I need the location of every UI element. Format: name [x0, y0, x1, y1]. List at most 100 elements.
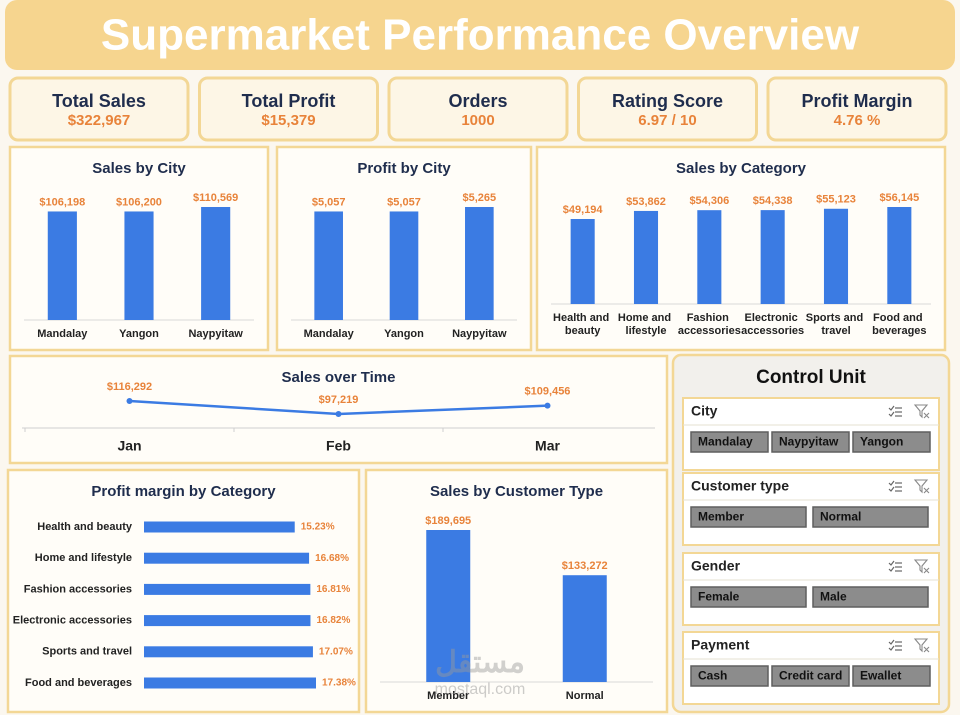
slicer-item[interactable]: Mandalay: [698, 435, 753, 449]
x-tick-label: Fashion accessories: [678, 312, 741, 337]
slicer-item[interactable]: Ewallet: [860, 669, 901, 683]
multiselect-icon[interactable]: [888, 480, 902, 492]
multiselect-icon[interactable]: [888, 560, 902, 572]
kpi-value: 1000: [461, 112, 494, 129]
slicer-button[interactable]: [852, 431, 931, 453]
bar: [562, 575, 607, 682]
y-tick-label: Home and lifestyle: [35, 552, 132, 564]
data-label: 16.68%: [315, 553, 349, 564]
data-label: $49,194: [563, 204, 604, 216]
x-tick-label: Food and beverages: [872, 312, 926, 337]
kpi-label: Total Sales: [52, 91, 146, 111]
title-banner: [5, 0, 955, 70]
kpi-card: [8, 76, 190, 142]
x-tick-label: Normal: [566, 690, 604, 702]
x-tick-label: Member: [427, 690, 470, 702]
x-tick-label: Feb: [326, 438, 351, 454]
x-tick-label: Yangon: [119, 328, 159, 340]
kpi-card: [766, 76, 948, 142]
data-label: $56,145: [879, 192, 919, 204]
x-tick-label: Home and lifestyle: [618, 312, 674, 337]
slicer-button[interactable]: [690, 431, 769, 453]
slicer-item[interactable]: Male: [820, 590, 847, 604]
kpi-value: $15,379: [261, 112, 315, 129]
slicer-item[interactable]: Yangon: [860, 435, 903, 449]
bar: [201, 207, 231, 320]
multiselect-icon[interactable]: [888, 405, 902, 417]
y-tick-label: Electronic accessories: [13, 615, 132, 627]
clear-filter-icon[interactable]: [913, 559, 930, 574]
point: [335, 411, 342, 417]
data-label: $109,456: [525, 386, 571, 398]
x-tick-label: Yangon: [384, 328, 424, 340]
x-tick-label: Mar: [535, 438, 560, 454]
watermark-arabic: مستقل: [435, 646, 525, 679]
kpi-label: Rating Score: [612, 91, 723, 111]
icon-check: [888, 480, 895, 492]
data-label: $54,306: [689, 195, 729, 207]
data-label: $106,198: [39, 196, 85, 208]
slicer-item[interactable]: Female: [698, 590, 740, 604]
y-tick-label: Fashion accessories: [24, 583, 132, 595]
bar: [144, 552, 310, 564]
data-label: $53,862: [626, 196, 666, 208]
slicer-item[interactable]: Member: [698, 510, 744, 524]
clear-filter-icon[interactable]: [913, 479, 930, 494]
bar: [697, 210, 722, 304]
slicer-button[interactable]: [771, 665, 850, 687]
chart-title: Sales by City: [92, 160, 186, 177]
x-tick-label: Health and beauty: [553, 312, 612, 337]
slicer-button[interactable]: [812, 586, 929, 608]
slicer-button[interactable]: [690, 586, 807, 608]
chart-panel: [535, 145, 947, 352]
slicer-item[interactable]: Normal: [820, 510, 861, 524]
icon-check: [888, 560, 895, 572]
bar: [144, 583, 311, 595]
data-label: 16.82%: [316, 615, 350, 626]
x-tick-label: Sports and travel: [806, 312, 867, 337]
bar: [314, 211, 343, 320]
clear-filter-icon[interactable]: [913, 404, 930, 419]
dashboard-title: Supermarket Performance Overview: [101, 11, 860, 60]
data-label: $5,265: [463, 192, 497, 204]
data-label: $5,057: [312, 196, 346, 208]
slicer-name: Customer type: [691, 478, 789, 494]
slicer-button[interactable]: [771, 431, 850, 453]
bar: [144, 521, 295, 533]
bar: [823, 208, 849, 304]
icon-check: [888, 405, 895, 417]
slicer-button[interactable]: [690, 506, 807, 528]
data-label: $106,200: [116, 196, 162, 208]
x-tick-label: Mandalay: [37, 328, 88, 340]
kpi-value: 6.97 / 10: [638, 112, 696, 129]
x-tick-label: Mandalay: [304, 328, 355, 340]
data-label: 17.07%: [319, 646, 353, 657]
data-label: $97,219: [319, 394, 359, 406]
bar: [570, 219, 595, 304]
y-tick-label: Health and beauty: [37, 521, 133, 533]
slicer-button[interactable]: [690, 665, 769, 687]
bar: [465, 207, 494, 320]
bar: [389, 211, 419, 320]
icon-funnel: [913, 559, 930, 574]
slicer-item[interactable]: Naypyitaw: [779, 435, 839, 449]
icon-funnel: [913, 479, 930, 494]
kpi-card: [577, 76, 758, 142]
slicer-item[interactable]: Credit card: [779, 669, 842, 683]
bar: [144, 677, 316, 689]
data-label: $116,292: [107, 381, 152, 393]
slicer-item[interactable]: Cash: [698, 669, 727, 683]
chart-title: Sales by Customer Type: [430, 483, 603, 500]
bar: [633, 210, 659, 304]
icon-check: [888, 639, 895, 651]
point: [544, 402, 551, 409]
slicer-button[interactable]: [852, 665, 931, 687]
slicer-button[interactable]: [812, 506, 929, 528]
clear-filter-icon[interactable]: [913, 638, 930, 653]
data-label: $110,569: [193, 192, 238, 204]
kpi-card: [387, 76, 569, 142]
data-label: $55,123: [816, 194, 856, 206]
slicer-name: City: [691, 403, 718, 419]
multiselect-icon[interactable]: [888, 639, 902, 651]
